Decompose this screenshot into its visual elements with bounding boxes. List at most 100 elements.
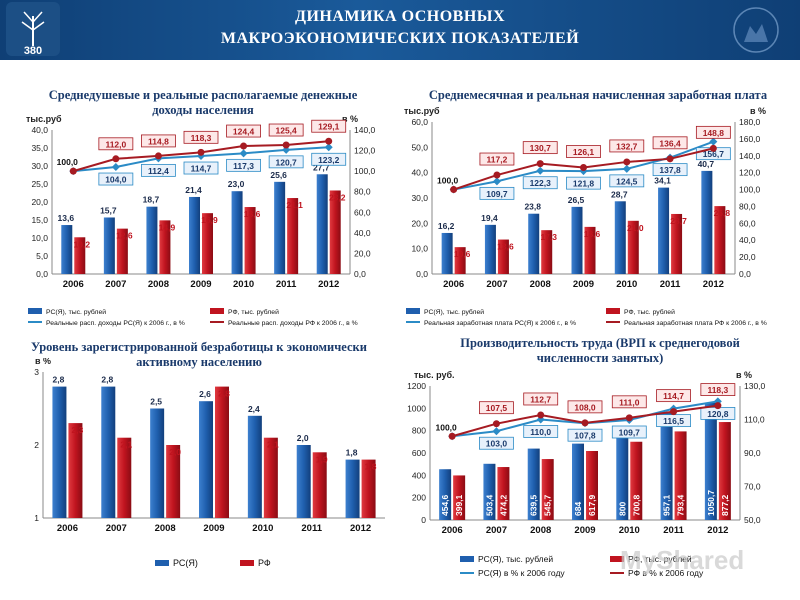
legend-label-rf: РФ, тыс. рублей xyxy=(628,554,692,564)
bar-rf xyxy=(312,452,327,518)
line-label-rf: 117,2 xyxy=(487,155,508,165)
line-label-rsya: 117,3 xyxy=(233,161,254,171)
line-label-box-rf xyxy=(611,395,647,409)
x-tick-label: 2012 xyxy=(350,523,371,534)
x-tick-label: 2008 xyxy=(530,525,551,536)
y2-tick-label: 20,0 xyxy=(354,248,371,258)
bar-label-rsya: 19,4 xyxy=(481,213,498,223)
x-tick-label: 2008 xyxy=(148,279,169,290)
left-axis-unit: в % xyxy=(35,358,51,366)
bar-rsya xyxy=(439,469,452,520)
line-label-box-rf xyxy=(523,392,559,406)
bar-rsya xyxy=(296,445,311,518)
chart-wages: тыс.руб в % 0,0 10,0 20,0 30,0 40,0 50,0 60,0 0,0… xyxy=(404,106,767,327)
line-marker-rsya xyxy=(111,163,120,172)
x-tick-label: 2007 xyxy=(486,279,507,290)
legend-swatch-rf xyxy=(210,308,224,314)
line-label-rsya: 109,7 xyxy=(619,428,641,438)
bar-rsya xyxy=(231,191,243,274)
line-marker-rf xyxy=(154,152,162,160)
line-label-rsya: 109,7 xyxy=(486,189,508,199)
bar-rsya xyxy=(572,443,584,520)
line-marker-rsya xyxy=(536,166,545,175)
line-label-rsya: 121,8 xyxy=(573,179,595,189)
left-axis-unit: тыс. руб. xyxy=(414,370,455,380)
y-tick-label: 2 xyxy=(34,440,39,450)
watermark: MyShared xyxy=(620,545,745,575)
x-tick-label: 2012 xyxy=(707,525,728,536)
line-marker-rf xyxy=(709,144,717,152)
y2-tick-label: 100,0 xyxy=(354,166,376,176)
line-marker-rf xyxy=(112,155,120,163)
bar-label-rf: 18,6 xyxy=(244,209,261,219)
line-marker-rf xyxy=(492,420,500,428)
y2-tick-label: 20,0 xyxy=(739,252,756,262)
line-label-box-rsya xyxy=(183,161,219,175)
bar-rf xyxy=(584,226,596,274)
bar-label-rf: 23,7 xyxy=(670,216,687,226)
bar-label-rf: 10,2 xyxy=(74,239,91,249)
y-tick-label: 30,0 xyxy=(31,161,48,171)
y2-tick-label: 100,0 xyxy=(739,185,761,195)
line-marker-rsya xyxy=(324,143,333,152)
bar-rsya xyxy=(150,408,165,518)
x-tick-label: 2010 xyxy=(616,279,637,290)
bar-label-rsya: 21,4 xyxy=(185,185,202,195)
line-label-box-rf xyxy=(98,137,134,151)
bar-rf xyxy=(497,239,509,274)
y-tick-label: 20,0 xyxy=(411,218,428,228)
bar-label-rsya: 2,0 xyxy=(297,433,309,443)
x-tick-label: 2012 xyxy=(703,279,724,290)
legend-line-label-rsya: РС(Я) в % к 2006 году xyxy=(478,568,565,578)
line-label-base: 100,0 xyxy=(57,157,79,167)
line-marker-rsya xyxy=(492,427,501,436)
bar-label-rsya: 18,7 xyxy=(143,195,160,205)
y-tick-label: 3 xyxy=(34,367,39,377)
bar-rsya xyxy=(146,206,158,274)
x-tick-label: 2006 xyxy=(442,525,463,536)
bar-label-rf: 1,8 xyxy=(365,462,377,472)
line-label-box-rsya xyxy=(567,428,603,442)
y2-tick-label: 0,0 xyxy=(354,269,366,279)
bar-rf xyxy=(244,207,256,274)
y2-tick-label: 120,0 xyxy=(354,146,376,156)
x-tick-label: 2011 xyxy=(276,279,297,290)
line-marker-rsya xyxy=(492,177,501,186)
line-label-box-rf xyxy=(183,130,219,144)
y-tick-label: 1 xyxy=(34,513,39,523)
line-label-box-rsya xyxy=(98,172,134,186)
bar-label-rf: 545,7 xyxy=(543,494,553,516)
line-marker-rf xyxy=(625,414,633,422)
line-marker-rf xyxy=(666,155,674,163)
yakutia-emblem-icon xyxy=(733,7,779,53)
bar-rf xyxy=(159,220,171,274)
line-label-rf: 112,7 xyxy=(530,394,551,404)
y-tick-label: 15,0 xyxy=(31,215,48,225)
y2-tick-label: 50,0 xyxy=(744,515,761,525)
y2-tick-label: 120,0 xyxy=(739,168,761,178)
bar-rsya xyxy=(52,386,67,518)
line-label-rf: 114,7 xyxy=(663,391,684,401)
legend-label-rsya: РС(Я) xyxy=(173,558,198,568)
line-label-rf: 126,1 xyxy=(573,147,595,157)
legend-line-label-rf: Реальные расп. доходы РФ к 2006 г., в % xyxy=(228,320,358,327)
bar-label-rsya: 2,6 xyxy=(199,389,211,399)
line-label-box-rf xyxy=(479,152,515,166)
line-marker-rf xyxy=(240,142,248,150)
bar-label-rsya: 25,6 xyxy=(270,170,287,180)
bar-rsya xyxy=(483,463,496,520)
legend-swatch-rsya xyxy=(155,560,169,566)
legend-label-rf: РФ xyxy=(258,558,271,568)
line-marker-rf xyxy=(714,402,722,410)
bar-rsya xyxy=(316,174,328,274)
line-label-rsya: 124,5 xyxy=(616,176,638,186)
line-label-box-rsya xyxy=(311,152,347,166)
line-label-rsya: 112,4 xyxy=(148,166,169,176)
x-tick-label: 2008 xyxy=(530,279,551,290)
line-label-box-rf xyxy=(311,119,347,133)
header-banner: 380 ДИНАМИКА ОСНОВНЫХ МАКРОЭКОНОМИЧЕСКИХ… xyxy=(0,0,800,60)
bar-label-rf: 26,8 xyxy=(714,208,731,218)
legend-label-rsya: РС(Я), тыс. рублей xyxy=(424,308,484,316)
legend-swatch-rsya xyxy=(28,308,42,314)
x-tick-label: 2011 xyxy=(663,525,684,536)
